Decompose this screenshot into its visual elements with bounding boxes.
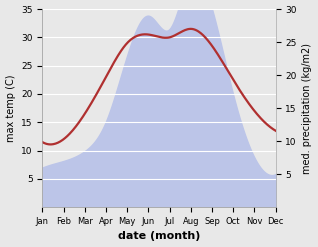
Y-axis label: max temp (C): max temp (C) bbox=[5, 74, 16, 142]
X-axis label: date (month): date (month) bbox=[118, 231, 200, 242]
Y-axis label: med. precipitation (kg/m2): med. precipitation (kg/m2) bbox=[302, 43, 313, 174]
